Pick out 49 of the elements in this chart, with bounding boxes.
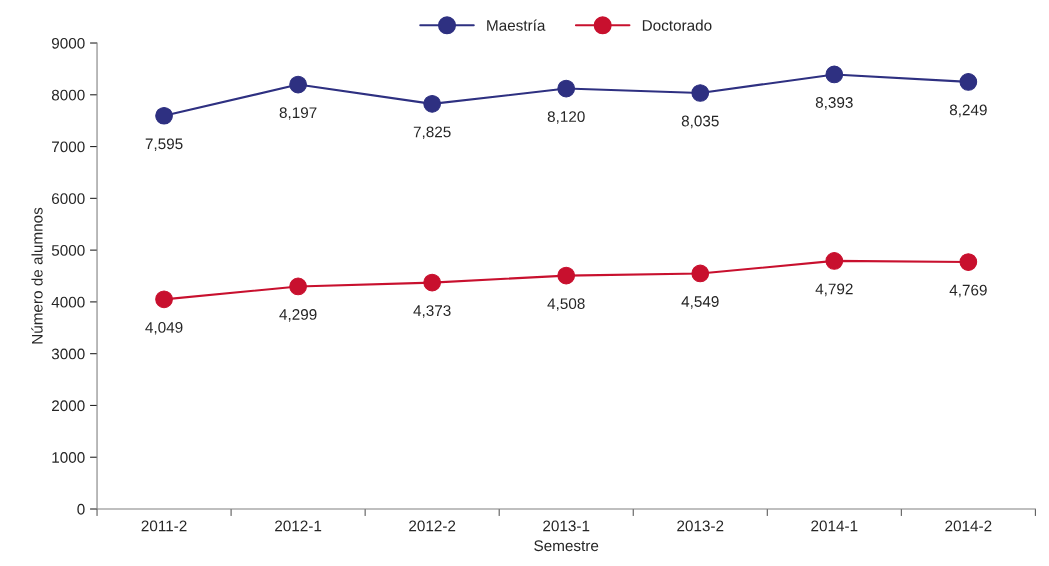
y-tick-label: 9000 xyxy=(51,37,85,49)
y-tick-label: 6000 xyxy=(52,193,85,205)
y-tick-label: 4000 xyxy=(51,296,85,308)
point xyxy=(959,253,978,271)
x-tick-label: 2013-1 xyxy=(543,520,590,532)
data-label: 4,299 xyxy=(279,309,317,322)
point xyxy=(289,277,307,296)
point xyxy=(557,266,576,285)
point xyxy=(289,75,307,94)
point xyxy=(825,252,844,270)
data-label: 8,393 xyxy=(815,97,853,110)
point xyxy=(691,264,710,283)
point xyxy=(155,106,173,125)
y-tick-label: 2000 xyxy=(52,400,85,412)
y-tick-label: 5000 xyxy=(51,244,85,256)
data-label: 7,825 xyxy=(413,126,451,140)
point xyxy=(423,273,441,292)
point xyxy=(825,65,844,84)
data-label: 7,595 xyxy=(145,138,183,152)
y-tick-label: 3000 xyxy=(51,348,85,360)
y-tick-label: 1000 xyxy=(52,452,85,463)
x-tick-label: 2012-2 xyxy=(409,520,456,532)
x-tick-label: 2014-2 xyxy=(945,520,992,532)
y-tick-label: 0 xyxy=(77,503,85,515)
y-tick-label: 8000 xyxy=(51,89,85,101)
data-label: 4,549 xyxy=(681,296,719,309)
point xyxy=(155,290,173,309)
data-label: 4,792 xyxy=(815,283,853,297)
data-label: 8,197 xyxy=(279,107,317,120)
legend-label: Doctorado xyxy=(642,19,712,31)
x-tick-label: 2012-1 xyxy=(275,520,322,532)
data-label: 4,508 xyxy=(547,298,585,311)
point xyxy=(557,79,576,98)
x-axis-title: Semestre xyxy=(534,540,599,552)
x-tick-label: 2011-2 xyxy=(141,520,187,532)
point xyxy=(423,95,441,113)
data-label: 8,249 xyxy=(949,104,987,118)
x-tick-label: 2014-1 xyxy=(811,520,858,532)
data-label: 4,769 xyxy=(949,284,987,298)
y-axis-title: Número de alumnos xyxy=(31,207,43,344)
data-label: 8,120 xyxy=(547,111,585,124)
data-label: 4,049 xyxy=(145,321,183,335)
data-label: 8,035 xyxy=(681,115,719,129)
point xyxy=(959,73,978,91)
y-tick-label: 7000 xyxy=(52,141,85,153)
point xyxy=(691,84,710,102)
x-tick-label: 2013-2 xyxy=(677,520,724,532)
legend-label: Maestría xyxy=(487,19,546,31)
data-label: 4,373 xyxy=(413,305,451,318)
